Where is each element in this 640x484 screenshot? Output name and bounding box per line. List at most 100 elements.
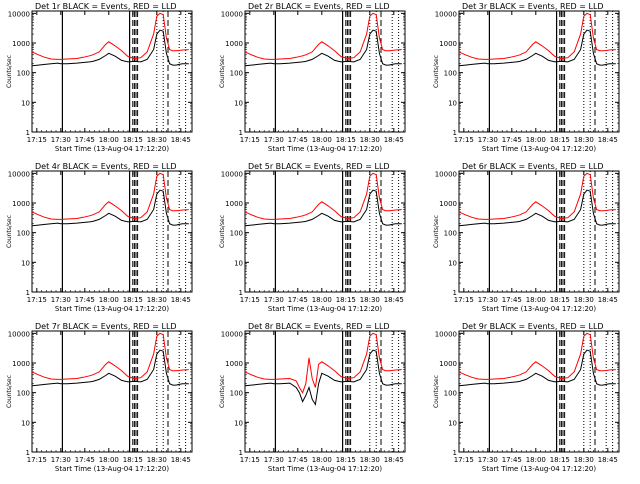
y-tick-label: 1000 — [12, 360, 30, 368]
y-tick-label: 1000 — [439, 40, 457, 48]
y-tick-label: 1 — [453, 449, 457, 457]
x-tick-label: 18:30 — [574, 456, 594, 464]
y-tick-label: 1 — [239, 449, 243, 457]
events-series-line — [458, 189, 616, 227]
x-axis-title: Start Time (13-Aug-04 17:12:20) — [55, 465, 169, 473]
y-tick-label: 100 — [230, 390, 243, 398]
x-tick-label: 18:00 — [312, 456, 332, 464]
x-tick-label: 18:00 — [312, 136, 332, 144]
panel-title: Det 1r BLACK = Events, RED = LLD — [35, 2, 177, 11]
x-tick-label: 17:45 — [75, 296, 95, 304]
plot-frame — [31, 10, 193, 133]
y-tick-label: 10000 — [8, 10, 30, 18]
x-tick-label: 17:15 — [27, 136, 47, 144]
y-tick-label: 10 — [234, 259, 243, 267]
detector-panel-6: Det 6r BLACK = Events, RED = LLD 1 10 100 10… — [433, 162, 620, 313]
y-tick-label: 100 — [444, 70, 457, 78]
x-tick-label: 17:30 — [264, 296, 284, 304]
y-tick-label: 1 — [453, 129, 457, 137]
detector-panel-9: Det 9r BLACK = Events, RED = LLD 1 10 100 10… — [433, 322, 620, 473]
x-tick-label: 17:15 — [454, 136, 474, 144]
y-tick-label: 100 — [17, 390, 30, 398]
y-tick-label: 10 — [448, 419, 457, 427]
x-tick-label: 18:15 — [550, 136, 570, 144]
events-series-line — [31, 349, 189, 387]
x-axis-title: Start Time (13-Aug-04 17:12:20) — [268, 305, 382, 313]
x-tick-label: 18:30 — [147, 456, 167, 464]
y-tick-label: 1 — [453, 289, 457, 297]
x-tick-label: 17:45 — [502, 296, 522, 304]
y-axis-title: Counts/sec — [433, 55, 440, 88]
x-tick-label: 18:30 — [360, 136, 380, 144]
lld-series-line — [458, 332, 616, 380]
events-series-line — [458, 29, 616, 67]
x-tick-label: 18:45 — [171, 456, 191, 464]
x-tick-label: 17:15 — [240, 456, 260, 464]
x-tick-label: 17:15 — [454, 456, 474, 464]
x-tick-label: 17:15 — [27, 296, 47, 304]
y-tick-label: 100 — [17, 230, 30, 238]
events-series-line — [31, 189, 189, 227]
y-axis-title: Counts/sec — [6, 55, 13, 88]
x-axis-title: Start Time (13-Aug-04 17:12:20) — [482, 145, 596, 153]
x-tick-label: 18:15 — [123, 136, 143, 144]
x-axis-title: Start Time (13-Aug-04 17:12:20) — [55, 145, 169, 153]
y-tick-label: 10000 — [8, 170, 30, 178]
x-tick-label: 17:45 — [288, 296, 308, 304]
x-tick-label: 18:45 — [384, 296, 404, 304]
x-tick-label: 17:30 — [264, 136, 284, 144]
lld-series-line — [458, 12, 616, 60]
x-tick-label: 17:15 — [27, 456, 47, 464]
x-tick-label: 17:15 — [454, 296, 474, 304]
y-tick-label: 10 — [234, 99, 243, 107]
x-tick-label: 17:15 — [240, 136, 260, 144]
x-tick-label: 17:30 — [51, 456, 71, 464]
x-tick-label: 18:30 — [360, 456, 380, 464]
x-tick-label: 18:15 — [550, 296, 570, 304]
detector-panel-2: Det 2r BLACK = Events, RED = LLD 1 10 100 10… — [219, 2, 406, 153]
detector-panel-1: Det 1r BLACK = Events, RED = LLD 1 10 100 10… — [6, 2, 193, 153]
x-tick-label: 18:15 — [336, 296, 356, 304]
x-tick-label: 17:45 — [502, 456, 522, 464]
lld-series-line — [244, 12, 402, 60]
x-tick-label: 18:45 — [598, 456, 618, 464]
y-tick-label: 10 — [21, 259, 30, 267]
x-tick-label: 17:30 — [478, 456, 498, 464]
panel-title: Det 8r BLACK = Events, RED = LLD — [248, 322, 390, 331]
panel-title: Det 5r BLACK = Events, RED = LLD — [248, 162, 390, 171]
x-tick-label: 17:45 — [75, 136, 95, 144]
x-tick-label: 18:00 — [526, 136, 546, 144]
lld-series-line — [244, 172, 402, 220]
x-tick-label: 18:00 — [312, 296, 332, 304]
y-tick-label: 1000 — [12, 200, 30, 208]
y-axis-title: Counts/sec — [433, 215, 440, 248]
x-tick-label: 18:00 — [526, 296, 546, 304]
events-series-line — [244, 189, 402, 227]
events-series-line — [458, 349, 616, 387]
lld-series-line — [31, 172, 189, 220]
events-series-line — [244, 349, 402, 406]
y-tick-label: 1000 — [225, 40, 243, 48]
y-tick-label: 1000 — [439, 360, 457, 368]
plot-frame — [31, 330, 193, 453]
y-axis-title: Counts/sec — [433, 375, 440, 408]
y-tick-label: 10 — [448, 99, 457, 107]
lld-series-line — [244, 332, 402, 394]
y-tick-label: 100 — [230, 70, 243, 78]
x-tick-label: 18:00 — [526, 456, 546, 464]
x-tick-label: 18:30 — [147, 296, 167, 304]
y-tick-label: 10000 — [435, 10, 457, 18]
plot-frame — [244, 330, 406, 453]
x-tick-label: 18:45 — [598, 136, 618, 144]
y-tick-label: 10 — [448, 259, 457, 267]
plot-frame — [31, 170, 193, 293]
x-axis-title: Start Time (13-Aug-04 17:12:20) — [55, 305, 169, 313]
x-tick-label: 18:30 — [360, 296, 380, 304]
y-tick-label: 100 — [444, 230, 457, 238]
x-tick-label: 18:15 — [550, 456, 570, 464]
y-tick-label: 1000 — [225, 360, 243, 368]
plot-frame — [458, 10, 620, 133]
x-tick-label: 18:00 — [99, 456, 119, 464]
